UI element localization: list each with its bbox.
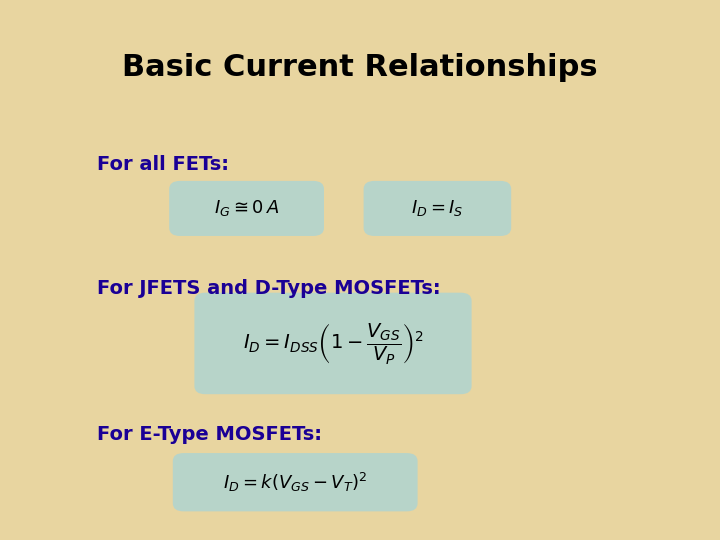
FancyBboxPatch shape — [169, 181, 324, 236]
FancyBboxPatch shape — [194, 293, 472, 394]
Text: For E-Type MOSFETs:: For E-Type MOSFETs: — [97, 425, 323, 444]
Text: For JFETS and D-Type MOSFETs:: For JFETS and D-Type MOSFETs: — [97, 279, 441, 299]
FancyBboxPatch shape — [173, 453, 418, 511]
Text: $I_D = I_S$: $I_D = I_S$ — [411, 198, 464, 219]
FancyBboxPatch shape — [364, 181, 511, 236]
Text: Basic Current Relationships: Basic Current Relationships — [122, 53, 598, 82]
Text: $I_D = I_{DSS}\left(1 - \dfrac{V_{GS}}{V_P}\right)^2$: $I_D = I_{DSS}\left(1 - \dfrac{V_{GS}}{V… — [243, 321, 423, 366]
Text: $I_D = k(V_{GS} - V_T)^2$: $I_D = k(V_{GS} - V_T)^2$ — [223, 471, 367, 494]
Text: For all FETs:: For all FETs: — [97, 155, 229, 174]
Text: $I_G \cong 0\,A$: $I_G \cong 0\,A$ — [214, 198, 279, 219]
